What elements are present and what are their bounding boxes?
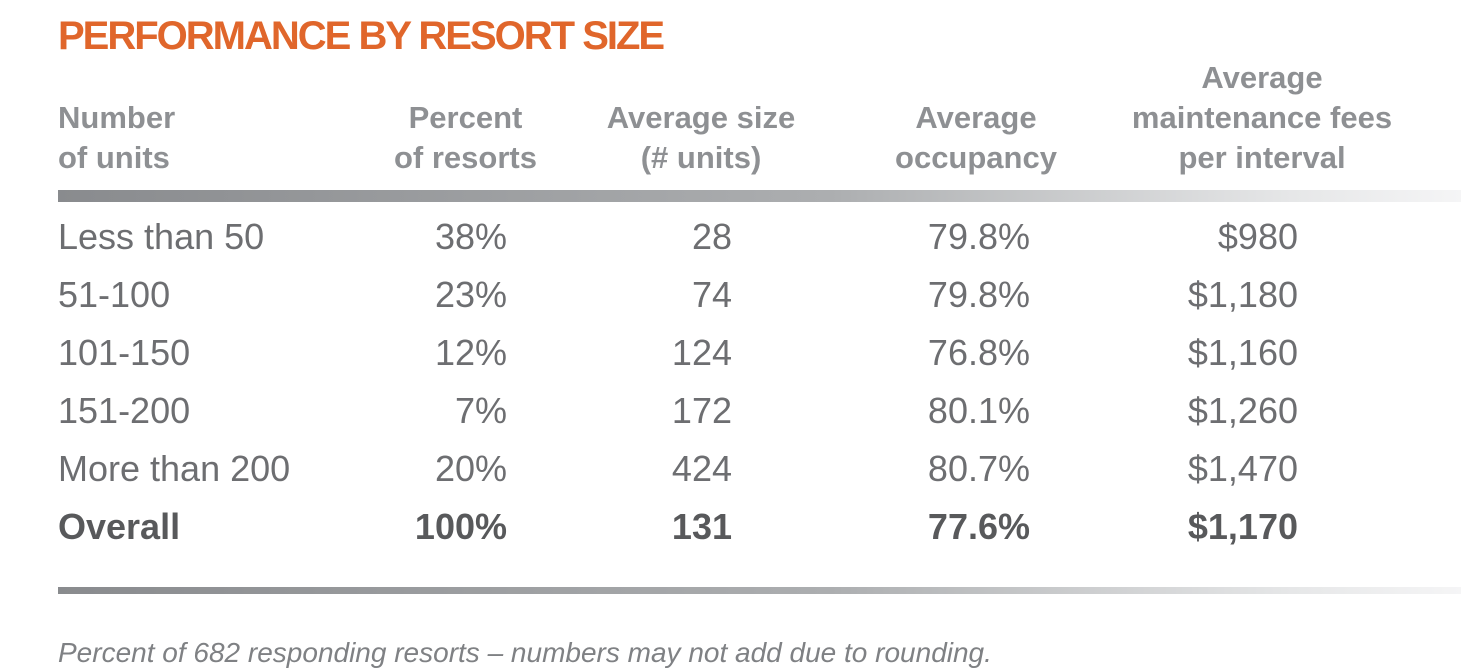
footer-divider-rule	[58, 586, 1461, 594]
percent-of-resorts-cell: 20%	[434, 448, 507, 489]
table-row: 51-100 23% 74 79.8% $1,180	[58, 266, 1461, 324]
percent-of-resorts-cell: 100%	[414, 506, 507, 547]
row-label-cell: Overall	[58, 506, 181, 547]
maintenance-fee-cell: $1,170	[1187, 506, 1298, 547]
average-size-cell: 28	[691, 216, 732, 257]
row-label-cell: More than 200	[58, 448, 291, 489]
average-occupancy-cell: 79.8%	[927, 274, 1030, 315]
maintenance-fee-cell: $1,470	[1187, 448, 1298, 489]
percent-of-resorts-cell: 7%	[454, 390, 507, 431]
table-row: Less than 50 38% 28 79.8% $980	[58, 208, 1461, 266]
average-occupancy-cell: 79.8%	[927, 216, 1030, 257]
footnote: Percent of 682 responding resorts – numb…	[58, 637, 992, 668]
row-label-cell: 101-150	[58, 332, 191, 373]
average-size-cell: 124	[671, 332, 732, 373]
header-row: Number of units Percent of resorts Avera…	[58, 58, 1461, 178]
table-row: 101-150 12% 124 76.8% $1,160	[58, 324, 1461, 382]
row-label-cell: Less than 50	[58, 216, 265, 257]
percent-of-resorts-cell: 12%	[434, 332, 507, 373]
percent-of-resorts-cell: 23%	[434, 274, 507, 315]
column-header-average-occupancy: Average occupancy	[895, 100, 1057, 175]
table-row: 151-200 7% 172 80.1% $1,260	[58, 382, 1461, 440]
average-occupancy-cell: 77.6%	[927, 506, 1030, 547]
table-row: More than 200 20% 424 80.7% $1,470	[58, 440, 1461, 498]
percent-of-resorts-cell: 38%	[434, 216, 507, 257]
footer-divider-row	[58, 556, 1461, 614]
column-header-average-size: Average size (# units)	[606, 100, 796, 175]
average-occupancy-cell: 76.8%	[927, 332, 1030, 373]
page-title: PERFORMANCE BY RESORT SIZE	[58, 14, 665, 58]
average-size-cell: 74	[691, 274, 732, 315]
maintenance-fee-cell: $1,160	[1187, 332, 1298, 373]
maintenance-fee-cell: $980	[1217, 216, 1298, 257]
column-header-maintenance-fees: Average maintenance fees per interval	[1131, 60, 1393, 175]
column-header-number-of-units: Number of units	[58, 100, 176, 175]
maintenance-fee-cell: $1,260	[1187, 390, 1298, 431]
maintenance-fee-cell: $1,180	[1187, 274, 1298, 315]
average-occupancy-cell: 80.7%	[927, 448, 1030, 489]
row-label-cell: 151-200	[58, 390, 191, 431]
performance-by-resort-size-table: Number of units Percent of resorts Avera…	[58, 58, 1461, 614]
average-occupancy-cell: 80.1%	[927, 390, 1030, 431]
average-size-cell: 131	[671, 506, 732, 547]
row-label-cell: 51-100	[58, 274, 171, 315]
header-divider-rule	[58, 190, 1461, 202]
column-header-percent-of-resorts: Percent of resorts	[394, 100, 537, 175]
header-divider-row	[58, 178, 1461, 208]
table-row-overall: Overall 100% 131 77.6% $1,170	[58, 498, 1461, 556]
average-size-cell: 424	[671, 448, 732, 489]
average-size-cell: 172	[671, 390, 732, 431]
